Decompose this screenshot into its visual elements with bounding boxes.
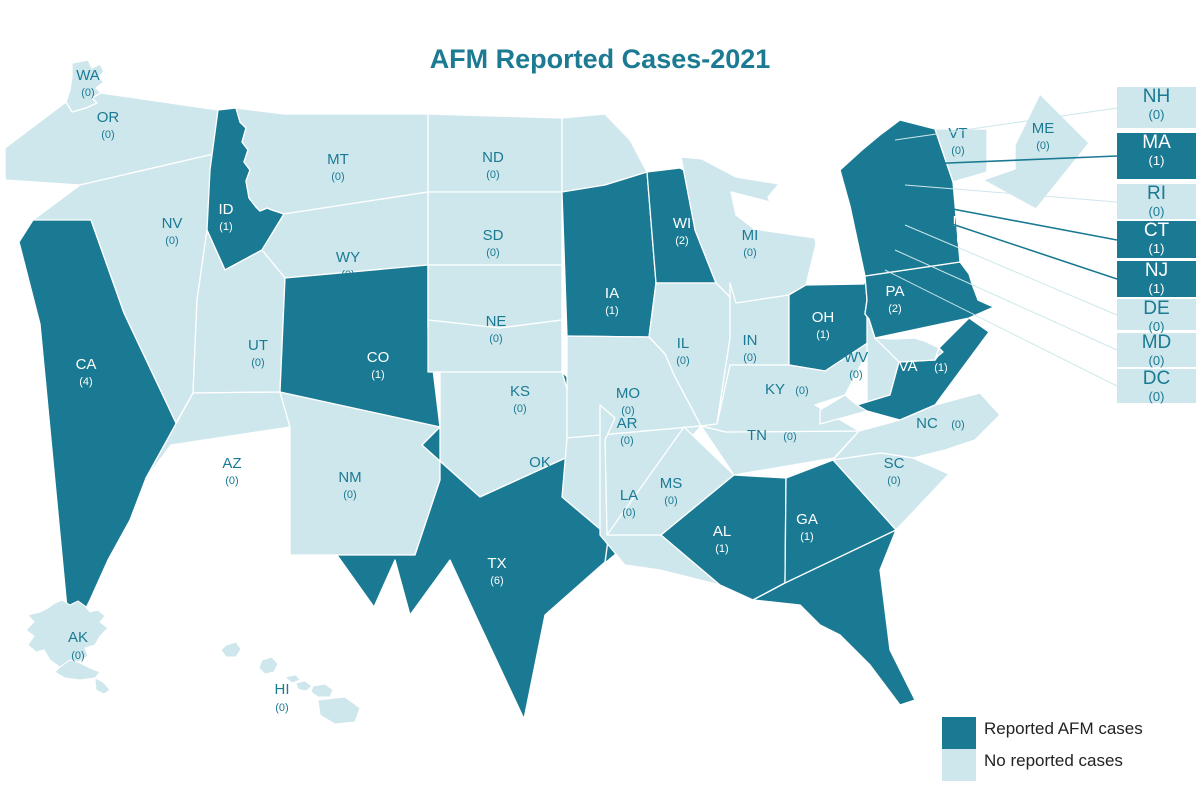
svg-text:NV: NV	[162, 215, 183, 232]
svg-text:VT: VT	[948, 125, 967, 142]
svg-text:AL: AL	[713, 523, 731, 540]
svg-text:(6): (6)	[490, 575, 503, 587]
svg-text:(1): (1)	[800, 531, 813, 543]
svg-text:MS: MS	[660, 475, 683, 492]
svg-text:(2): (2)	[891, 643, 904, 655]
svg-text:(0): (0)	[887, 475, 900, 487]
svg-text:(0): (0)	[225, 475, 238, 487]
svg-text:(0): (0)	[341, 269, 354, 281]
svg-text:(0): (0)	[743, 247, 756, 259]
svg-text:TN: TN	[747, 427, 767, 444]
svg-text:(0): (0)	[591, 214, 604, 226]
svg-text:OR: OR	[97, 109, 120, 126]
svg-text:KY: KY	[765, 381, 785, 398]
svg-text:(0): (0)	[165, 235, 178, 247]
svg-text:VA: VA	[899, 358, 918, 375]
svg-text:(1): (1)	[371, 369, 384, 381]
svg-text:AK: AK	[68, 629, 88, 646]
svg-text:(0): (0)	[533, 474, 546, 486]
svg-text:UT: UT	[248, 337, 268, 354]
svg-text:(1): (1)	[605, 305, 618, 317]
svg-text:(1): (1)	[219, 221, 232, 233]
svg-text:CA: CA	[76, 356, 97, 373]
svg-text:(0): (0)	[783, 431, 796, 443]
svg-text:(0): (0)	[343, 489, 356, 501]
svg-text:LA: LA	[620, 487, 638, 504]
svg-text:(3): (3)	[956, 233, 969, 245]
svg-text:MT: MT	[327, 151, 349, 168]
svg-text:(4): (4)	[79, 376, 92, 388]
svg-text:PA: PA	[886, 283, 905, 300]
svg-text:(0): (0)	[1036, 140, 1049, 152]
svg-text:(0): (0)	[275, 702, 288, 714]
svg-text:KS: KS	[510, 383, 530, 400]
svg-text:NE: NE	[486, 313, 507, 330]
svg-text:(0): (0)	[81, 87, 94, 99]
svg-text:CO: CO	[367, 349, 390, 366]
svg-text:(0): (0)	[486, 247, 499, 259]
svg-text:MN: MN	[586, 194, 609, 211]
svg-text:ME: ME	[1032, 120, 1055, 137]
svg-text:(0): (0)	[622, 507, 635, 519]
svg-text:SD: SD	[483, 227, 504, 244]
svg-text:OK: OK	[529, 454, 551, 471]
svg-text:MI: MI	[742, 227, 759, 244]
svg-text:ND: ND	[482, 149, 504, 166]
svg-text:IL: IL	[677, 335, 690, 352]
svg-text:AR: AR	[617, 415, 638, 432]
svg-text:IA: IA	[605, 285, 619, 302]
svg-text:(0): (0)	[664, 495, 677, 507]
svg-text:(0): (0)	[620, 435, 633, 447]
svg-text:(0): (0)	[489, 333, 502, 345]
svg-text:GA: GA	[796, 511, 818, 528]
svg-text:(2): (2)	[888, 303, 901, 315]
svg-text:AZ: AZ	[222, 455, 241, 472]
svg-text:FL: FL	[889, 623, 907, 640]
svg-text:(0): (0)	[795, 385, 808, 397]
svg-text:(0): (0)	[743, 352, 756, 364]
svg-text:HI: HI	[275, 681, 290, 698]
svg-text:WV: WV	[844, 349, 868, 366]
svg-text:ID: ID	[219, 201, 234, 218]
svg-text:(0): (0)	[101, 129, 114, 141]
svg-text:(2): (2)	[675, 235, 688, 247]
svg-text:(0): (0)	[71, 650, 84, 662]
svg-text:IN: IN	[743, 332, 758, 349]
svg-text:(0): (0)	[951, 145, 964, 157]
svg-text:(0): (0)	[331, 171, 344, 183]
svg-text:(0): (0)	[513, 403, 526, 415]
svg-text:(1): (1)	[715, 543, 728, 555]
svg-text:(1): (1)	[816, 329, 829, 341]
svg-text:(1): (1)	[934, 362, 947, 374]
svg-text:WY: WY	[336, 249, 360, 266]
svg-text:WI: WI	[673, 215, 691, 232]
svg-text:SC: SC	[884, 455, 905, 472]
svg-text:MO: MO	[616, 385, 640, 402]
svg-text:(0): (0)	[486, 169, 499, 181]
svg-text:OH: OH	[812, 309, 835, 326]
svg-text:(0): (0)	[676, 355, 689, 367]
svg-text:(0): (0)	[251, 357, 264, 369]
svg-text:TX: TX	[487, 555, 506, 572]
svg-text:(0): (0)	[849, 369, 862, 381]
svg-text:NM: NM	[338, 469, 361, 486]
svg-text:NC: NC	[916, 415, 938, 432]
svg-text:(0): (0)	[951, 419, 964, 431]
